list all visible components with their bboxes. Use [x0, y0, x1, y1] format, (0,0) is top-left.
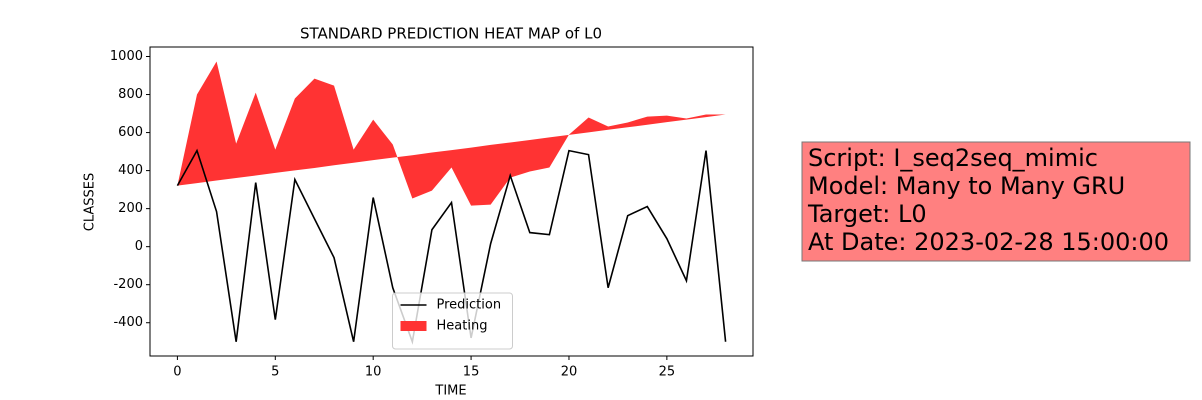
annotation-line: Target: L0	[807, 200, 927, 228]
y-axis-label: CLASSES	[83, 173, 98, 231]
annotation-line: Script: I_seq2seq_mimic	[808, 144, 1098, 172]
annotation-line: Model: Many to Many GRU	[808, 172, 1125, 200]
heating-area	[177, 61, 726, 206]
chart-title: STANDARD PREDICTION HEAT MAP of L0	[300, 25, 602, 43]
x-tick-label: 10	[365, 365, 382, 380]
annotation-box	[801, 141, 1191, 262]
legend-box	[392, 292, 513, 350]
legend-label: Prediction	[437, 298, 502, 313]
x-tick-label: 5	[271, 365, 279, 380]
x-tick-label: 0	[173, 365, 181, 380]
x-tick-label: 15	[463, 365, 480, 380]
y-tick-label: 200	[118, 201, 143, 216]
legend-swatch	[400, 321, 427, 331]
x-tick-label: 20	[561, 365, 578, 380]
x-axis-label: TIME	[434, 384, 466, 399]
y-tick-label: 600	[118, 125, 143, 140]
y-tick-label: 1000	[110, 49, 143, 64]
prediction-line	[176, 148, 727, 345]
y-tick-label: -200	[113, 277, 143, 292]
y-tick-label: -400	[113, 315, 143, 330]
y-tick-label: 400	[118, 163, 143, 178]
y-tick-label: 800	[118, 87, 143, 102]
legend-label: Heating	[437, 319, 488, 334]
x-tick-label: 25	[659, 365, 676, 380]
y-tick-label: 0	[135, 239, 143, 254]
annotation-line: At Date: 2023-02-28 15:00:00	[808, 228, 1169, 256]
plot-frame	[149, 46, 754, 357]
